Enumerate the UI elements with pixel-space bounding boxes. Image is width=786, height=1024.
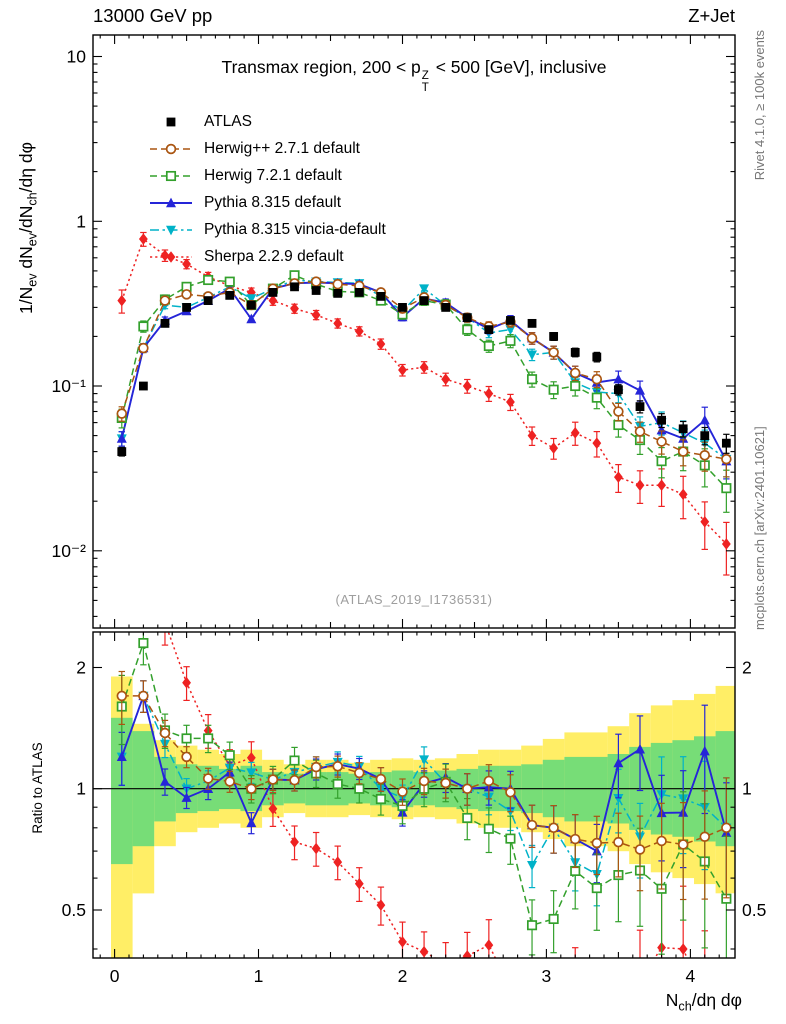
ratio-panel-frame	[92, 631, 736, 959]
legend-label: Herwig++ 2.7.1 default	[204, 139, 360, 157]
series-atlas	[117, 282, 731, 457]
legend-item-herwig-2-7-1-default: Herwig++ 2.7.1 default	[148, 135, 386, 162]
x-tick-label: 0	[110, 966, 120, 986]
legend-item-sherpa-2-2-9-default: Sherpa 2.2.9 default	[148, 243, 386, 270]
legend-label: Herwig 7.2.1 default	[204, 166, 342, 184]
series-pythia-8-315-default	[116, 277, 732, 480]
atlas-marker-icon	[148, 113, 194, 131]
series-sherpa-2-2-9-default	[161, 632, 708, 958]
legend-label: Pythia 8.315 vincia-default	[204, 220, 386, 238]
x-tick-label: 3	[542, 966, 552, 986]
legend: ATLAS Herwig++ 2.7.1 default Herwig 7.2.1 …	[148, 108, 386, 270]
legend-label: Pythia 8.315 default	[204, 193, 342, 211]
x-tick-label: 4	[686, 966, 696, 986]
ratio-y-tick-label-right: 0.5	[742, 900, 766, 920]
series-sherpa-2-2-9-default	[117, 231, 731, 576]
x-axis-title: Nch/dη dφ	[665, 990, 742, 1014]
series-herwig-2-7-1-default	[116, 276, 732, 478]
ratio-series	[116, 632, 732, 958]
beam-energy-label: 13000 GeV pp	[93, 5, 213, 26]
legend-item-atlas: ATLAS	[148, 108, 386, 135]
series-herwig-2-7-1-default	[116, 670, 732, 901]
pythia-8-315-default-marker-icon	[148, 194, 194, 212]
main-series	[116, 231, 732, 576]
herwig-2-7-1-default-marker-icon	[148, 140, 194, 158]
ratio-y-tick-label: 2	[76, 658, 86, 678]
main-y-tick-label: 10⁻²	[51, 541, 86, 561]
plot-title-text: Transmax region, 200 < p	[221, 57, 421, 77]
ratio-y-tick-label-right: 1	[742, 779, 752, 799]
main-y-tick-label: 1	[76, 211, 86, 231]
process-label: Z+Jet	[688, 5, 735, 26]
ratio-y-tick-label: 1	[76, 779, 86, 799]
herwig-7-2-1-default-marker-icon	[148, 167, 194, 185]
main-y-tick-label: 10	[67, 47, 87, 67]
x-tick-label: 1	[254, 966, 264, 986]
ratio-y-tick-label: 0.5	[62, 900, 86, 920]
pythia-8-315-vincia-default-marker-icon	[148, 221, 194, 239]
main-y-axis-title: 1/Nev dNev/dNch/dη dφ	[16, 142, 40, 314]
legend-item-pythia-8-315-default: Pythia 8.315 default	[148, 189, 386, 216]
mcplots-arxiv-note: mcplots.cern.ch [arXiv:2401.10621]	[752, 426, 767, 630]
legend-item-pythia-8-315-vincia-default: Pythia 8.315 vincia-default	[148, 216, 386, 243]
ratio-y-axis-title: Ratio to ATLAS	[30, 742, 45, 834]
main-y-tick-label: 10⁻¹	[51, 376, 86, 396]
analysis-id-watermark: (ATLAS_2019_I1736531)	[335, 592, 493, 607]
rivet-version-note: Rivet 4.1.0, ≥ 100k events	[752, 30, 767, 181]
legend-item-herwig-7-2-1-default: Herwig 7.2.1 default	[148, 162, 386, 189]
legend-label: ATLAS	[204, 112, 252, 130]
sherpa-2-2-9-default-marker-icon	[148, 248, 194, 266]
axis-tick-labels: 10 1 10⁻¹ 10⁻² 2 2 1 1 0.5 0.5 0 1 2 3 4	[51, 47, 766, 987]
legend-label: Sherpa 2.2.9 default	[204, 247, 344, 265]
x-tick-label: 2	[398, 966, 408, 986]
ratio-y-tick-label-right: 2	[742, 658, 752, 678]
main-panel-frame	[92, 34, 736, 629]
axis-ticks	[93, 35, 735, 958]
